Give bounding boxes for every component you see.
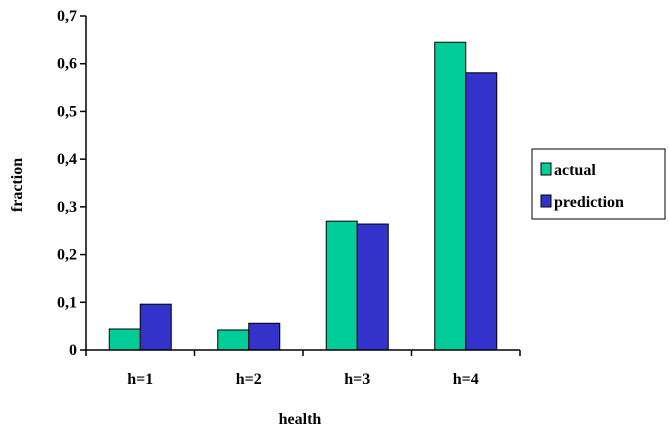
legend: actual prediction xyxy=(531,148,666,220)
y-tick-label: 0,3 xyxy=(57,199,77,216)
bar-prediction-h=1 xyxy=(139,303,172,351)
bar-actual-h=1 xyxy=(108,328,141,351)
x-tick-label: h=2 xyxy=(236,371,262,388)
legend-label-actual: actual xyxy=(554,162,596,179)
bar-prediction-h=4 xyxy=(465,72,498,351)
legend-swatch-prediction xyxy=(540,194,552,208)
bar-prediction-h=2 xyxy=(248,322,281,351)
x-tick-label: h=1 xyxy=(127,371,153,388)
x-axis-title: health xyxy=(279,411,322,428)
legend-label-prediction: prediction xyxy=(554,194,624,211)
bar-actual-h=3 xyxy=(325,220,358,351)
y-tick-label: 0,4 xyxy=(57,151,77,168)
bar-prediction-h=3 xyxy=(356,223,389,351)
y-tick-label: 0,5 xyxy=(57,103,77,120)
y-tick-label: 0,7 xyxy=(57,8,77,25)
y-tick-label: 0,2 xyxy=(57,247,77,264)
bars xyxy=(108,41,498,351)
legend-frame xyxy=(531,148,666,220)
y-tick-label: 0,6 xyxy=(57,56,77,73)
y-tick-label: 0,1 xyxy=(57,294,77,311)
legend-swatch-actual xyxy=(540,162,552,176)
y-tick-label: 0 xyxy=(69,342,77,359)
bar-actual-h=4 xyxy=(434,41,467,351)
y-axis-title: fraction xyxy=(9,158,26,212)
y-axis-ticks: 0 0,1 0,2 0,3 0,4 0,5 0,6 0,7 xyxy=(57,8,86,359)
x-axis-ticks: h=1 h=2 h=3 h=4 xyxy=(85,350,521,388)
x-tick-label: h=4 xyxy=(453,371,479,388)
x-tick-label: h=3 xyxy=(344,371,370,388)
bar-actual-h=2 xyxy=(217,329,250,351)
